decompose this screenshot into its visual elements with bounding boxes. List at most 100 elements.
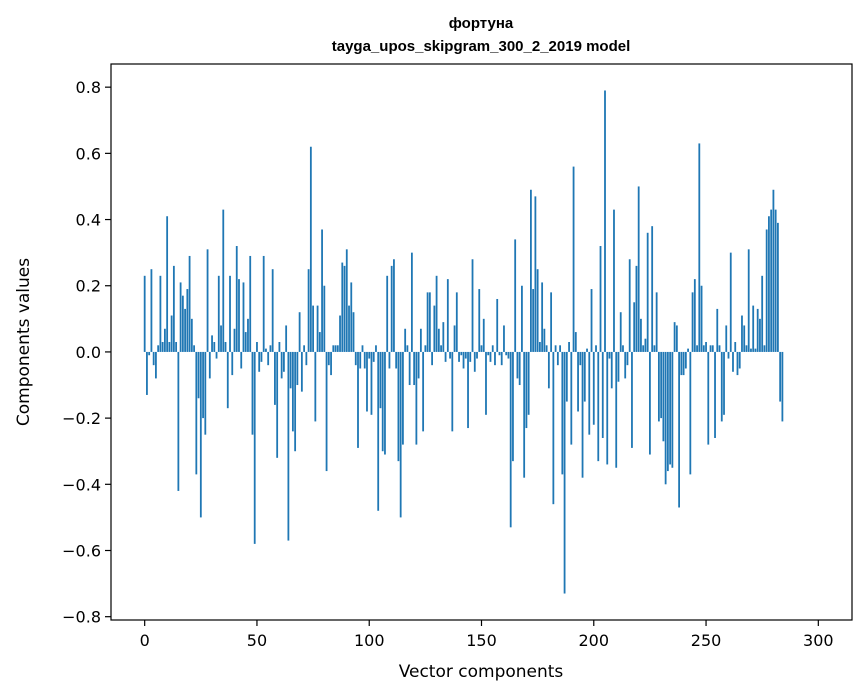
bar [494,351,496,366]
bar [568,342,570,352]
bar [303,345,306,352]
bar [318,332,321,352]
bar [696,345,698,352]
bar [316,305,319,352]
bar [242,282,245,352]
plot-frame [110,63,853,621]
bar [442,322,445,352]
bar [743,325,746,352]
bar [747,249,750,352]
bar [354,351,357,366]
bar [669,351,672,465]
bar [384,351,386,455]
y-tick-label: 0.2 [76,277,101,296]
bar [152,351,155,366]
bar [451,351,454,432]
y-tick-label: 0.4 [76,211,101,230]
bar [503,325,505,352]
bar [543,328,546,352]
bar [467,351,469,429]
bar [368,351,371,359]
bar [684,351,687,369]
bar [269,345,272,352]
bars-group [143,90,784,594]
bar [574,332,577,352]
bar [294,351,297,452]
bar [754,348,757,352]
bar [215,351,218,359]
bar [530,189,532,352]
bar [163,328,166,352]
bar [720,351,723,422]
bar [556,351,559,366]
bar [204,351,207,435]
bar [157,345,160,352]
bar [485,351,487,415]
bar [229,275,231,352]
bar [449,351,451,359]
bar [640,318,642,352]
bar [525,351,528,429]
x-tick-label: 250 [691,631,722,650]
bar [673,322,676,352]
bar [570,351,573,445]
bar [615,351,618,468]
bar [595,345,597,352]
bar [763,345,766,352]
x-tick-label: 300 [803,631,834,650]
bar [287,351,290,541]
bar [186,289,189,352]
bar [597,351,600,462]
bar [199,351,202,518]
bar [727,351,730,359]
bar [455,292,458,352]
bar [563,351,566,594]
bar [350,282,353,352]
bar [626,351,629,366]
bar [687,348,689,352]
bar [345,249,348,352]
bar [693,279,696,352]
bar [671,351,674,468]
bar [633,302,636,352]
bar [689,351,692,475]
bar [148,351,151,356]
bar [471,259,474,352]
bar [339,315,341,352]
bar [622,345,624,352]
bar [146,351,148,395]
bar [738,351,741,369]
bar [397,351,400,462]
bar [220,325,222,352]
bar [604,90,606,352]
bar [249,255,252,352]
bar [649,351,651,455]
bar [487,351,490,356]
bar [482,318,485,352]
bar [507,351,510,359]
bar [552,351,555,505]
bar [725,325,728,352]
bar [478,289,481,352]
bar [732,351,734,372]
bar [402,351,404,445]
bar [691,292,694,352]
bar [561,351,564,475]
bar [343,265,346,352]
bar [509,351,512,528]
x-tick-label: 0 [140,631,150,650]
bar [655,292,658,352]
bar [496,298,499,352]
bar [473,351,476,372]
bar [179,282,182,352]
bar [554,345,557,352]
bar [714,351,716,438]
bar [779,351,782,402]
bar [512,351,514,462]
bar [462,351,465,369]
bar [161,342,164,352]
bar [296,351,299,386]
bar [325,351,328,472]
bar [613,209,615,352]
bar [305,351,308,366]
